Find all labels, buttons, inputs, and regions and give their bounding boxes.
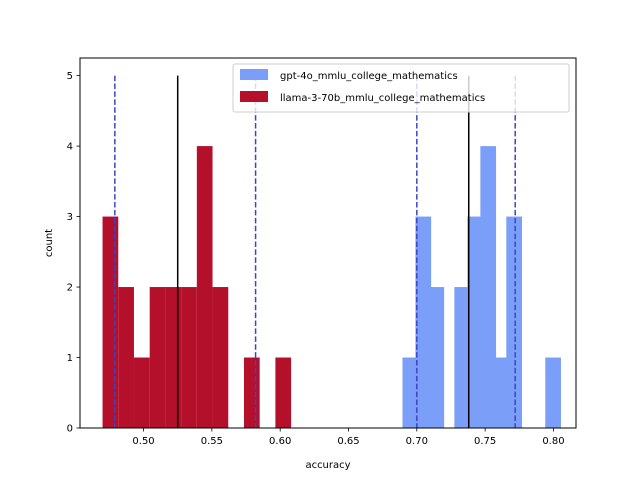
x-tick-label: 0.65 <box>337 436 359 447</box>
bar-llama-3-70b-0 <box>102 216 119 428</box>
legend: gpt-4o_mmlu_college_mathematics llama-3-… <box>232 63 570 113</box>
x-tick-label: 0.55 <box>201 436 223 447</box>
bar-llama-3-70b-9 <box>275 357 292 428</box>
y-tick-label: 0 <box>67 424 73 435</box>
y-tick-label: 5 <box>67 71 73 82</box>
x-tick-label: 0.80 <box>542 436 564 447</box>
y-tick-label: 3 <box>67 212 73 223</box>
bar-gpt-4o-7 <box>506 216 523 428</box>
x-axis-label: accuracy <box>305 460 350 471</box>
legend-swatch-gpt-4o <box>240 69 268 80</box>
y-tick-label: 4 <box>67 142 73 153</box>
bar-llama-3-70b-1 <box>118 287 134 428</box>
bar-gpt-4o-0 <box>402 357 419 428</box>
legend-swatch-llama-3-70b <box>240 91 268 102</box>
x-tick-label: 0.60 <box>269 436 291 447</box>
y-axis-label: count <box>44 229 55 257</box>
bar-llama-3-70b-8 <box>243 357 260 428</box>
bar-gpt-4o-6 <box>493 357 510 428</box>
bar-llama-3-70b-7 <box>212 287 229 428</box>
bar-gpt-4o-5 <box>480 146 497 428</box>
y-tick-label: 1 <box>67 353 73 364</box>
bar-gpt-4o-1 <box>415 216 432 428</box>
x-tick-label: 0.70 <box>406 436 428 447</box>
legend-label-gpt-4o: gpt-4o_mmlu_college_mathematics <box>280 71 458 82</box>
bar-llama-3-70b-5 <box>181 287 197 428</box>
bar-gpt-4o-3 <box>454 287 471 428</box>
x-tick-label: 0.75 <box>474 436 496 447</box>
reference-lines <box>114 75 516 428</box>
legend-label-llama-3-70b: llama-3-70b_mmlu_college_mathematics <box>280 93 485 104</box>
y-tick-label: 2 <box>67 283 73 294</box>
bar-gpt-4o-4 <box>467 216 484 428</box>
plot-area <box>79 57 577 429</box>
bar-llama-3-70b-3 <box>149 287 166 428</box>
bar-gpt-4o-2 <box>428 287 445 428</box>
legend-box <box>232 63 570 113</box>
y-axis: 0 1 2 3 4 5 <box>67 71 80 435</box>
x-tick-label: 0.50 <box>132 436 154 447</box>
bars <box>102 146 561 428</box>
bar-llama-3-70b-6 <box>196 146 213 428</box>
axes-frame <box>79 57 577 429</box>
bar-llama-3-70b-2 <box>133 357 150 428</box>
x-axis: 0.50 0.55 0.60 0.65 0.70 0.75 0.80 <box>132 428 565 447</box>
bar-llama-3-70b-4 <box>165 287 182 428</box>
bar-gpt-4o-8 <box>545 357 561 428</box>
